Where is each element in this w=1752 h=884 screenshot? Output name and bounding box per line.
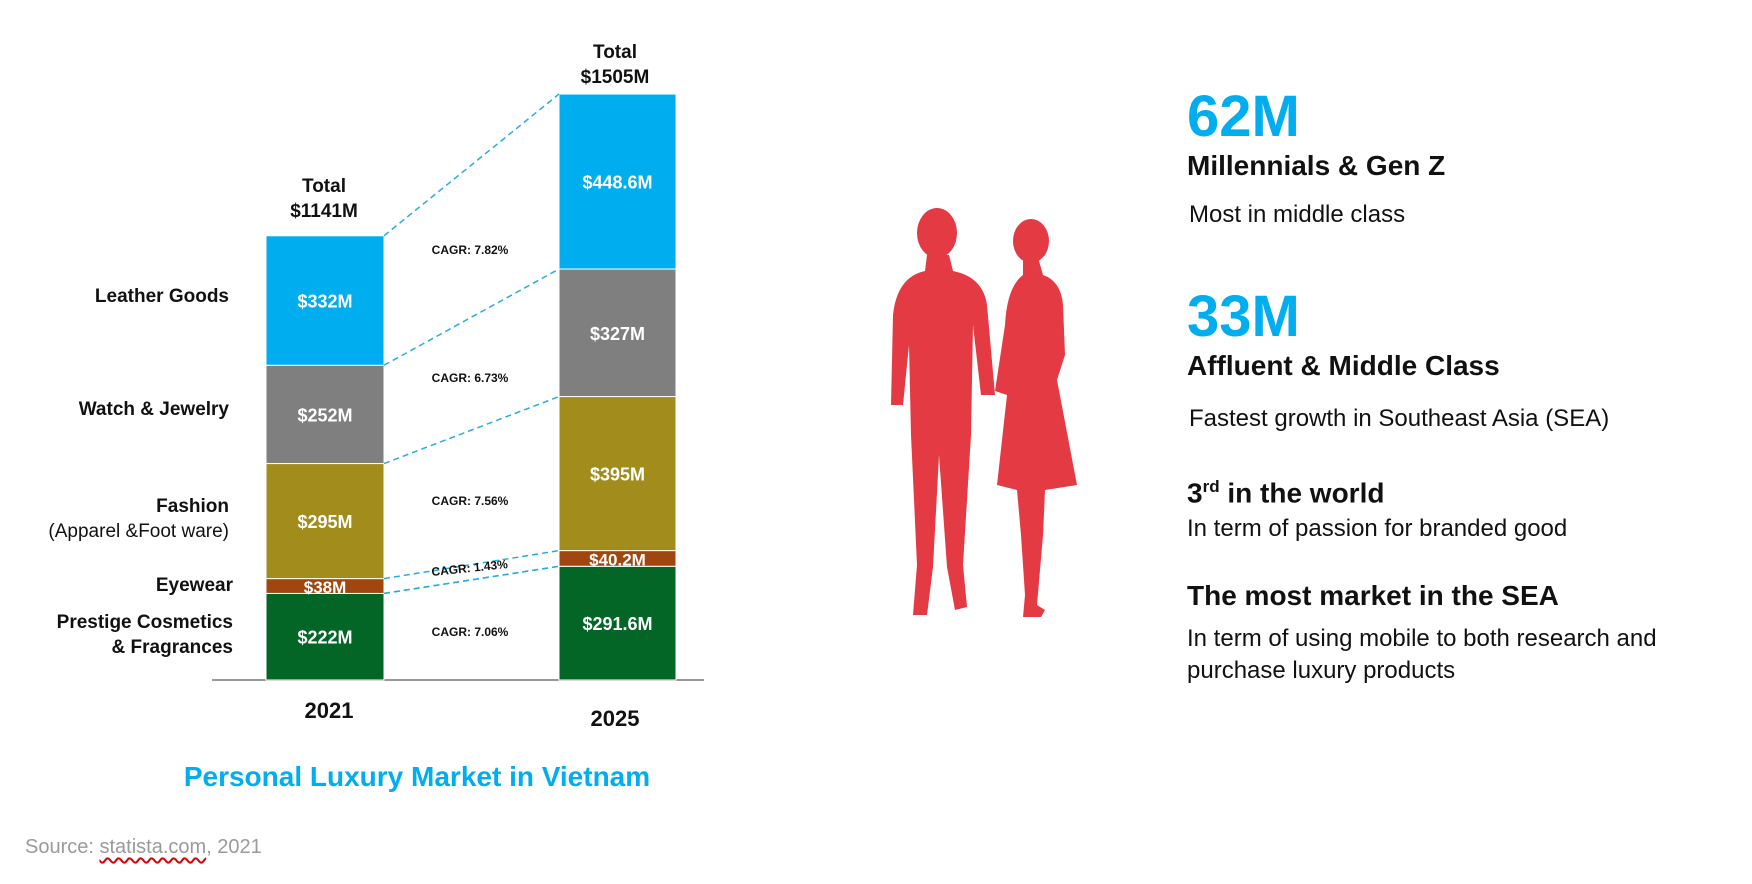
stat-62m-title: Millennials & Gen Z [1187,150,1446,181]
connector-line [383,93,560,237]
cagr-label: CAGR: 6.73% [432,371,509,385]
bar-value-label: $291.6M [582,614,652,634]
bar-segment [558,396,677,552]
couple-silhouette-icon [891,208,1077,617]
connector-line [383,268,560,366]
bar-value-label: $222M [297,628,352,648]
bar-value-label: $38M [304,578,347,597]
source-link[interactable]: statista.com [99,836,207,858]
cagr-label: CAGR: 7.82% [432,243,509,257]
stat-33m-number: 33M [1187,284,1300,349]
bar-segment [558,268,677,398]
connector-line [383,395,560,465]
total-value: $1505M [581,67,650,88]
x-tick-label: 2021 [305,698,354,723]
series-label: Watch & Jewelry [79,399,230,420]
series-label: Eyewear [156,575,234,596]
stacked-bar-chart: $222M $291.6M $38M $40.2M $295M $395M $252M $32… [48,42,704,792]
stat-rank-title: 3rd in the world [1187,477,1385,509]
series-label: Leather Goods [95,286,229,307]
bar-segment [265,592,385,681]
x-tick-label: 2025 [591,706,640,731]
series-label: & Fragrances [112,637,233,658]
stat-market-desc-1: In term of using mobile to both research… [1187,625,1657,652]
bar-value-label: $448.6M [582,173,652,193]
total-title: Total [302,176,346,197]
stat-33m-desc: Fastest growth in Southeast Asia (SEA) [1189,405,1610,432]
bar-segment [265,235,385,366]
stat-62m-desc: Most in middle class [1189,201,1406,228]
bar-segment [265,463,385,580]
cagr-label: CAGR: 7.56% [432,494,509,508]
stat-33m-title: Affluent & Middle Class [1187,350,1500,381]
bar-segment [558,565,677,681]
bar-value-label: $295M [297,512,352,532]
total-value: $1141M [290,201,358,222]
bar-value-label: $40.2M [589,550,646,569]
bar-value-label: $332M [297,292,352,312]
bar-value-label: $252M [297,405,352,425]
series-label: Fashion [156,496,229,517]
bar-value-label: $327M [590,324,645,344]
stat-market-desc-2: purchase luxury products [1187,657,1456,684]
bar-segment [558,93,677,270]
series-label: Prestige Cosmetics [57,612,233,633]
stat-62m-number: 62M [1187,84,1300,149]
bar-segment [265,364,385,465]
cagr-label: CAGR: 7.06% [432,625,509,639]
stat-market-title: The most market in the SEA [1187,580,1559,611]
series-label: (Apparel &Foot ware) [48,521,229,542]
total-title: Total [593,42,637,63]
chart-title: Personal Luxury Market in Vietnam [184,761,650,792]
bar-value-label: $395M [590,465,645,485]
stat-rank-desc: In term of passion for branded good [1187,515,1568,542]
source-note: Source: statista.com, 2021 [25,836,262,858]
